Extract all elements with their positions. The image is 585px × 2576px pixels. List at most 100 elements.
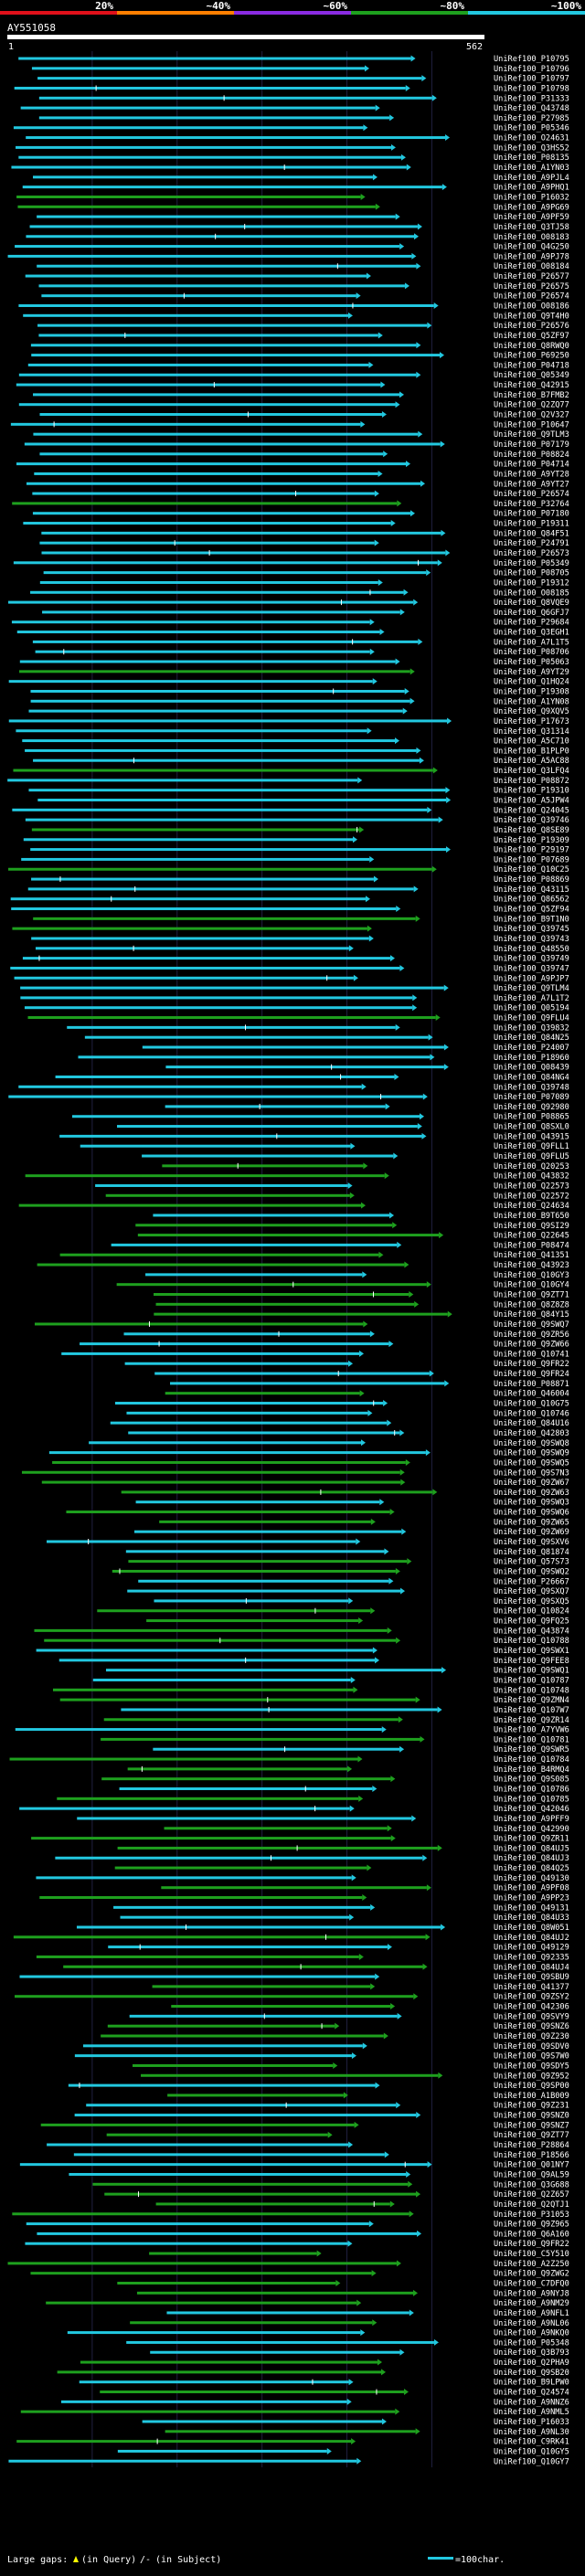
hit-label[interactable]: UniRef100_P05346 <box>494 124 569 133</box>
hit-label[interactable]: UniRef100_Q84UJ2 <box>494 1934 569 1943</box>
hit-label[interactable]: UniRef100_Q3HS52 <box>494 143 569 153</box>
hit-label[interactable]: UniRef100_Q42990 <box>494 1825 569 1834</box>
hit-label[interactable]: UniRef100_Q92980 <box>494 1103 569 1112</box>
hit-label[interactable]: UniRef100_Q9SWQ3 <box>494 1499 569 1508</box>
hit-label[interactable]: UniRef100_Q2V327 <box>494 411 569 420</box>
hit-label[interactable]: UniRef100_Q9ZW63 <box>494 1489 569 1498</box>
hit-label[interactable]: UniRef100_A1YN08 <box>494 697 569 706</box>
hit-label[interactable]: UniRef100_Q9SBU9 <box>494 1973 569 1982</box>
hit-label[interactable]: UniRef100_Q5ZF94 <box>494 906 569 915</box>
hit-label[interactable]: UniRef100_P29197 <box>494 846 569 855</box>
hit-label[interactable]: UniRef100_Q9Z952 <box>494 2072 569 2081</box>
hit-label[interactable]: UniRef100_Q43915 <box>494 1132 569 1141</box>
hit-label[interactable]: UniRef100_Q9Z965 <box>494 2221 569 2230</box>
hit-label[interactable]: UniRef100_Q48550 <box>494 945 569 954</box>
hit-label[interactable]: UniRef100_P19310 <box>494 787 569 796</box>
hit-label[interactable]: UniRef100_Q10GY5 <box>494 2447 569 2456</box>
hit-label[interactable]: UniRef100_P08871 <box>494 1380 569 1389</box>
hit-label[interactable]: UniRef100_P05348 <box>494 2338 569 2348</box>
hit-label[interactable]: UniRef100_P08135 <box>494 154 569 163</box>
hit-label[interactable]: UniRef100_A9NYJ8 <box>494 2289 569 2298</box>
hit-label[interactable]: UniRef100_Q2PHA9 <box>494 2359 569 2368</box>
hit-label[interactable]: UniRef100_Q9ZT71 <box>494 1291 569 1300</box>
hit-label[interactable]: UniRef100_P07180 <box>494 510 569 519</box>
hit-label[interactable]: UniRef100_Q3B793 <box>494 2348 569 2358</box>
hit-label[interactable]: UniRef100_C9RK41 <box>494 2438 569 2447</box>
hit-label[interactable]: UniRef100_A9YT29 <box>494 668 569 677</box>
hit-label[interactable]: UniRef100_Q9FR24 <box>494 1370 569 1379</box>
hit-label[interactable]: UniRef100_P19311 <box>494 520 569 529</box>
hit-label[interactable]: UniRef100_Q49131 <box>494 1903 569 1913</box>
hit-label[interactable]: UniRef100_P04714 <box>494 461 569 470</box>
hit-label[interactable]: UniRef100_P26574 <box>494 490 569 499</box>
hit-label[interactable]: UniRef100_Q39746 <box>494 816 569 825</box>
hit-label[interactable]: UniRef100_Q42803 <box>494 1429 569 1438</box>
hit-label[interactable]: UniRef100_Q81874 <box>494 1548 569 1557</box>
hit-label[interactable]: UniRef100_P10798 <box>494 84 569 93</box>
hit-label[interactable]: UniRef100_P05349 <box>494 559 569 568</box>
hit-label[interactable]: UniRef100_Q9FQ25 <box>494 1617 569 1627</box>
hit-label[interactable]: UniRef100_A9PG69 <box>494 203 569 212</box>
hit-label[interactable]: UniRef100_P08705 <box>494 569 569 578</box>
hit-label[interactable]: UniRef100_Q10C25 <box>494 865 569 875</box>
hit-label[interactable]: UniRef100_Q9T4H0 <box>494 312 569 321</box>
hit-label[interactable]: UniRef100_Q9ZW66 <box>494 1341 569 1350</box>
hit-label[interactable]: UniRef100_Q39743 <box>494 935 569 944</box>
hit-label[interactable]: UniRef100_O24631 <box>494 134 569 143</box>
hit-label[interactable]: UniRef100_P26667 <box>494 1577 569 1586</box>
hit-label[interactable]: UniRef100_P07689 <box>494 855 569 864</box>
hit-label[interactable]: UniRef100_Q43923 <box>494 1261 569 1270</box>
hit-label[interactable]: UniRef100_Q8RWQ0 <box>494 342 569 351</box>
hit-label[interactable]: UniRef100_A9PJ78 <box>494 252 569 261</box>
hit-label[interactable]: UniRef100_Q2QTJ1 <box>494 2200 569 2210</box>
hit-label[interactable]: UniRef100_Q10785 <box>494 1795 569 1804</box>
hit-label[interactable]: UniRef100_P28864 <box>494 2141 569 2150</box>
hit-label[interactable]: UniRef100_P10796 <box>494 65 569 74</box>
hit-label[interactable]: UniRef100_Q9TLM3 <box>494 430 569 440</box>
hit-label[interactable]: UniRef100_Q9S7N3 <box>494 1468 569 1478</box>
hit-label[interactable]: UniRef100_Q10748 <box>494 1686 569 1695</box>
hit-label[interactable]: UniRef100_Q9FLU5 <box>494 1152 569 1161</box>
hit-label[interactable]: UniRef100_Q84UJ3 <box>494 1854 569 1863</box>
hit-label[interactable]: UniRef100_Q3LFQ4 <box>494 767 569 776</box>
hit-label[interactable]: UniRef100_Q107W7 <box>494 1706 569 1715</box>
hit-label[interactable]: UniRef100_P08824 <box>494 451 569 460</box>
hit-label[interactable]: UniRef100_P19312 <box>494 578 569 588</box>
hit-label[interactable]: UniRef100_A9PJP7 <box>494 974 569 983</box>
hit-label[interactable]: UniRef100_Q9SP00 <box>494 2082 569 2091</box>
hit-label[interactable]: UniRef100_Q42306 <box>494 2003 569 2012</box>
hit-label[interactable]: UniRef100_Q43832 <box>494 1172 569 1182</box>
hit-label[interactable]: UniRef100_B9LPW0 <box>494 2379 569 2388</box>
hit-label[interactable]: UniRef100_A9PHQ1 <box>494 184 569 193</box>
hit-label[interactable]: UniRef100_Q9ZW69 <box>494 1528 569 1537</box>
hit-label[interactable]: UniRef100_Q9SWR5 <box>494 1745 569 1754</box>
hit-label[interactable]: UniRef100_Q46004 <box>494 1390 569 1399</box>
hit-label[interactable]: UniRef100_A9PP23 <box>494 1894 569 1903</box>
hit-label[interactable]: UniRef100_P26577 <box>494 272 569 281</box>
hit-label[interactable]: UniRef100_Q10824 <box>494 1607 569 1617</box>
hit-label[interactable]: UniRef100_Q9SXQ5 <box>494 1597 569 1606</box>
hit-label[interactable]: UniRef100_A9PJL4 <box>494 174 569 183</box>
hit-label[interactable]: UniRef100_Q8SE89 <box>494 826 569 835</box>
hit-label[interactable]: UniRef100_Q10786 <box>494 1786 569 1795</box>
hit-label[interactable]: UniRef100_Q9SWQ2 <box>494 1567 569 1576</box>
hit-label[interactable]: UniRef100_A1YN03 <box>494 164 569 173</box>
hit-label[interactable]: UniRef100_P16032 <box>494 193 569 202</box>
hit-label[interactable]: UniRef100_P08474 <box>494 1241 569 1250</box>
hit-label[interactable]: UniRef100_Q10GY7 <box>494 2457 569 2466</box>
hit-label[interactable]: UniRef100_Q20253 <box>494 1162 569 1171</box>
hit-label[interactable]: UniRef100_B7FMB2 <box>494 391 569 400</box>
hit-label[interactable]: UniRef100_A2Z250 <box>494 2260 569 2269</box>
hit-label[interactable]: UniRef100_Q9SDV0 <box>494 2042 569 2051</box>
hit-label[interactable]: UniRef100_Q9S7W0 <box>494 2052 569 2062</box>
hit-label[interactable]: UniRef100_Q9Z230 <box>494 2032 569 2041</box>
hit-label[interactable]: UniRef100_Q9SXQ7 <box>494 1587 569 1596</box>
hit-label[interactable]: UniRef100_Q3TJ58 <box>494 223 569 232</box>
hit-label[interactable]: UniRef100_Q10741 <box>494 1350 569 1359</box>
hit-label[interactable]: UniRef100_Q22572 <box>494 1192 569 1201</box>
hit-label[interactable]: UniRef100_Q41377 <box>494 1983 569 1992</box>
hit-label[interactable]: UniRef100_A9NFL1 <box>494 2309 569 2318</box>
hit-label[interactable]: UniRef100_Q84U33 <box>494 1913 569 1923</box>
hit-label[interactable]: UniRef100_Q9ZR11 <box>494 1835 569 1844</box>
hit-label[interactable]: UniRef100_B9T1N0 <box>494 915 569 924</box>
